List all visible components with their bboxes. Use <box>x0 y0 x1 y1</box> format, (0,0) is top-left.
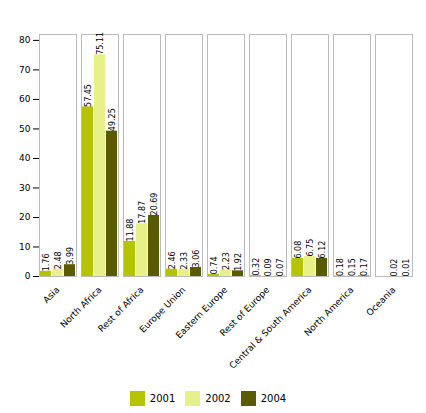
svg-text:0.01: 0.01 <box>402 259 411 277</box>
svg-text:0.18: 0.18 <box>336 258 345 276</box>
svg-text:0.74: 0.74 <box>210 257 219 275</box>
svg-text:6.75: 6.75 <box>306 239 315 257</box>
svg-text:0.15: 0.15 <box>348 258 357 276</box>
html-text:2004: 2004 <box>260 393 287 404</box>
svg-text:6.08: 6.08 <box>294 241 303 259</box>
svg-text:3.99: 3.99 <box>66 247 75 265</box>
svg-text:2.33: 2.33 <box>180 252 189 270</box>
svg-text:2.23: 2.23 <box>222 252 231 270</box>
svg-text:Rest of Europe: Rest of Europe <box>218 284 272 339</box>
svg-text:0.32: 0.32 <box>252 258 261 276</box>
svg-text:40: 40 <box>19 153 31 163</box>
svg-text:20.69: 20.69 <box>150 193 159 216</box>
svg-text:10: 10 <box>19 242 31 252</box>
svg-text:2.46: 2.46 <box>168 251 177 269</box>
svg-text:75.11: 75.11 <box>96 32 105 55</box>
svg-text:0.09: 0.09 <box>264 258 273 276</box>
svg-text:Oceania: Oceania <box>364 285 397 318</box>
html-text:2001: 2001 <box>149 393 176 404</box>
svg-text:0.02: 0.02 <box>390 259 399 277</box>
svg-text:North Africa: North Africa <box>58 285 103 330</box>
svg-text:0.17: 0.17 <box>360 258 369 276</box>
svg-text:0: 0 <box>25 271 31 281</box>
svg-text:Central & South America: Central & South America <box>227 285 313 371</box>
svg-text:20: 20 <box>19 212 31 222</box>
svg-text:49.25: 49.25 <box>108 108 117 131</box>
svg-text:3.06: 3.06 <box>192 250 201 268</box>
svg-text:Eastern Europe: Eastern Europe <box>173 284 230 341</box>
svg-text:6.12: 6.12 <box>318 241 327 259</box>
svg-text:1.76: 1.76 <box>42 253 51 271</box>
svg-text:1.92: 1.92 <box>234 253 243 271</box>
svg-text:Asia: Asia <box>41 285 61 305</box>
svg-text:70: 70 <box>19 65 31 75</box>
svg-text:57.45: 57.45 <box>84 84 93 107</box>
svg-text:60: 60 <box>19 94 31 104</box>
svg-text:2.48: 2.48 <box>54 251 63 269</box>
svg-text:11.88: 11.88 <box>126 219 135 242</box>
svg-text:80: 80 <box>19 35 31 45</box>
svg-text:50: 50 <box>19 124 31 134</box>
svg-text:30: 30 <box>19 183 31 193</box>
svg-text:Europe Union: Europe Union <box>137 284 188 335</box>
svg-text:17.87: 17.87 <box>138 201 147 224</box>
svg-text:0.07: 0.07 <box>276 258 285 276</box>
html-text:2002: 2002 <box>205 393 231 404</box>
svg-text:Rest of Africa: Rest of Africa <box>96 284 146 334</box>
svg-text:North America: North America <box>302 285 355 338</box>
